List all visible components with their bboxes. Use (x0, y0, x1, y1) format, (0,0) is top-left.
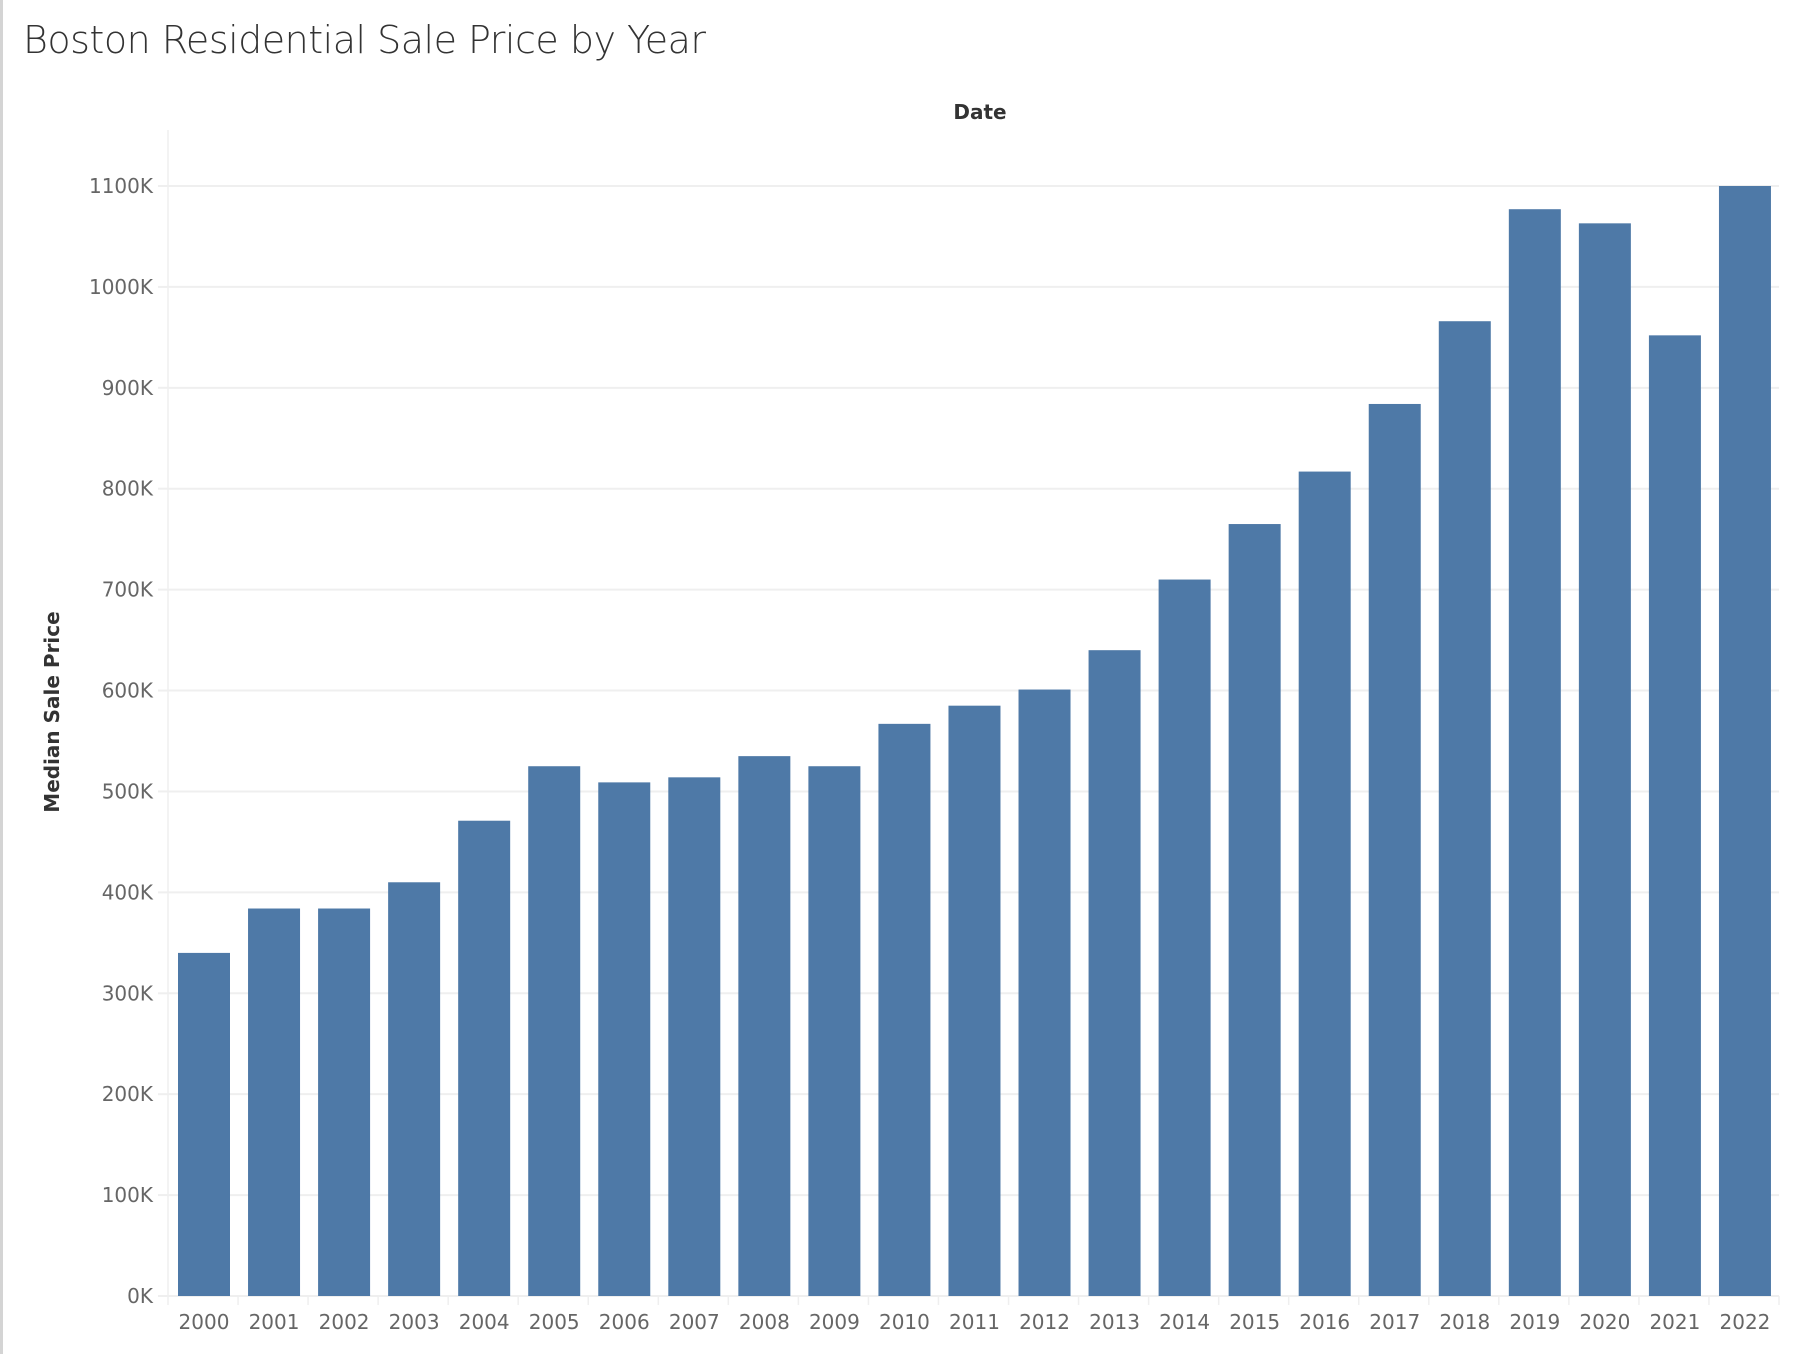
y-tick-label: 800K (102, 477, 154, 501)
bar-2015[interactable] (1228, 524, 1281, 1296)
bar-2018[interactable] (1438, 321, 1491, 1297)
bar-2004[interactable] (458, 820, 511, 1296)
x-tick-label: 2006 (599, 1310, 650, 1334)
bar-2012[interactable] (1018, 689, 1071, 1296)
bar-2006[interactable] (598, 782, 651, 1296)
y-axis: 0K 100K 200K 300K 400K 500K 600K 700K 800K 900K 10… (89, 174, 168, 1308)
x-tick-label: 2010 (879, 1310, 930, 1334)
x-tick-label: 2004 (459, 1310, 510, 1334)
y-tick-label: 200K (102, 1082, 154, 1106)
y-tick-label: 500K (102, 779, 154, 803)
y-tick-label: 1000K (89, 275, 154, 299)
y-tick-label: 100K (102, 1183, 154, 1207)
bar-2003[interactable] (388, 882, 441, 1296)
x-tick-label: 2013 (1089, 1310, 1140, 1334)
bar-2002[interactable] (318, 908, 371, 1296)
bar-2019[interactable] (1508, 209, 1561, 1296)
x-tick-label: 2011 (949, 1310, 1000, 1334)
bar-2007[interactable] (668, 777, 721, 1296)
bar-2011[interactable] (948, 705, 1001, 1296)
x-tick-label: 2001 (249, 1310, 300, 1334)
x-tick-label: 2002 (319, 1310, 370, 1334)
bar-2014[interactable] (1158, 579, 1211, 1296)
y-axis-title: Median Sale Price (40, 611, 64, 812)
y-tick-label: 300K (102, 981, 154, 1005)
y-tick-label: 0K (127, 1284, 154, 1308)
chart-title: Boston Residential Sale Price by Year (23, 18, 706, 62)
x-tick-label: 2005 (529, 1310, 580, 1334)
x-tick-label: 2020 (1579, 1310, 1630, 1334)
bar-2022[interactable] (1718, 186, 1771, 1296)
left-border (0, 0, 3, 1354)
bars (178, 186, 1771, 1297)
x-tick-label: 2009 (809, 1310, 860, 1334)
x-tick-label: 2016 (1299, 1310, 1350, 1334)
bar-2010[interactable] (878, 723, 931, 1296)
bar-2008[interactable] (738, 756, 791, 1296)
bar-2013[interactable] (1088, 650, 1141, 1296)
x-tick-label: 2007 (669, 1310, 720, 1334)
bar-2000[interactable] (178, 952, 230, 1296)
bar-2005[interactable] (528, 766, 581, 1296)
bar-2016[interactable] (1298, 471, 1351, 1296)
x-tick-label: 2015 (1229, 1310, 1280, 1334)
y-tick-label: 400K (102, 880, 154, 904)
x-tick-label: 2014 (1159, 1310, 1210, 1334)
bar-2009[interactable] (808, 766, 861, 1296)
x-tick-label: 2021 (1649, 1310, 1700, 1334)
x-tick-label: 2022 (1720, 1310, 1771, 1334)
bar-2020[interactable] (1578, 223, 1631, 1296)
bar-2001[interactable] (248, 908, 301, 1296)
x-tick-label: 2003 (389, 1310, 440, 1334)
x-tick-label: 2019 (1509, 1310, 1560, 1334)
y-tick-label: 1100K (89, 174, 154, 198)
x-tick-label: 2018 (1439, 1310, 1490, 1334)
bar-2017[interactable] (1368, 403, 1421, 1296)
x-tick-label: 2000 (179, 1310, 230, 1334)
y-tick-label: 700K (102, 578, 154, 602)
y-tick-label: 900K (102, 376, 154, 400)
x-tick-label: 2017 (1369, 1310, 1420, 1334)
x-tick-label: 2008 (739, 1310, 790, 1334)
bar-2021[interactable] (1648, 335, 1701, 1296)
x-axis: 2000 2001 2002 2003 2004 2005 2006 2007 2008 2009… (158, 1295, 1780, 1334)
y-tick-label: 600K (102, 679, 154, 703)
x-tick-label: 2012 (1019, 1310, 1070, 1334)
x-axis-title: Date (953, 100, 1006, 124)
